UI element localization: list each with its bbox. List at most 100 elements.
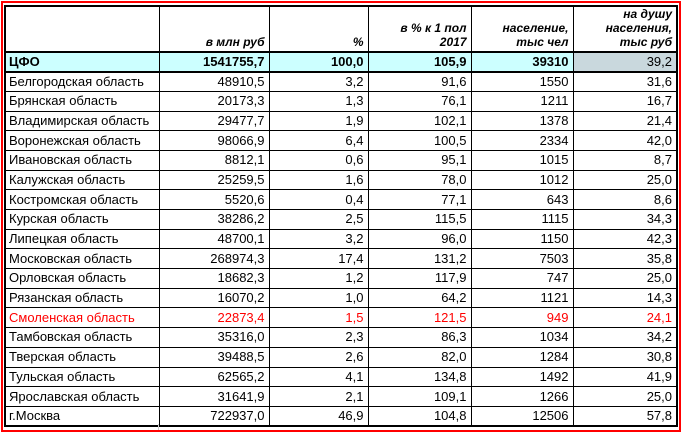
- value-cell[interactable]: 18682,3: [158, 268, 270, 289]
- value-cell[interactable]: 3,2: [268, 71, 369, 92]
- value-cell[interactable]: 91,6: [367, 71, 472, 92]
- region-name-cell[interactable]: Липецкая область: [4, 228, 160, 250]
- value-cell[interactable]: 46,9: [268, 405, 369, 427]
- value-cell[interactable]: 2334: [470, 130, 574, 151]
- value-cell[interactable]: 2,3: [268, 327, 369, 348]
- value-cell[interactable]: 1541755,7: [158, 51, 270, 73]
- value-cell[interactable]: 4,1: [268, 366, 369, 388]
- value-cell[interactable]: 24,1: [572, 307, 678, 329]
- value-cell[interactable]: 42,0: [572, 130, 678, 151]
- region-name-cell[interactable]: Смоленская область: [4, 307, 160, 329]
- value-cell[interactable]: 1492: [470, 366, 574, 388]
- value-cell[interactable]: 1121: [470, 287, 574, 309]
- region-name-cell[interactable]: Московская область: [4, 248, 160, 270]
- value-cell[interactable]: 2,1: [268, 386, 369, 407]
- value-cell[interactable]: 39488,5: [158, 346, 270, 368]
- value-cell[interactable]: 1034: [470, 327, 574, 348]
- value-cell[interactable]: 8812,1: [158, 149, 270, 171]
- value-cell[interactable]: 722937,0: [158, 405, 270, 427]
- value-cell[interactable]: 16,7: [572, 90, 678, 112]
- region-name-cell[interactable]: Тверская область: [4, 346, 160, 368]
- value-cell[interactable]: 48910,5: [158, 71, 270, 92]
- value-cell[interactable]: 1,9: [268, 110, 369, 132]
- value-cell[interactable]: 104,8: [367, 405, 472, 427]
- region-name-cell[interactable]: г.Москва: [4, 405, 160, 427]
- value-cell[interactable]: 77,1: [367, 189, 472, 210]
- value-cell[interactable]: 17,4: [268, 248, 369, 270]
- value-cell[interactable]: 1266: [470, 386, 574, 407]
- value-cell[interactable]: 1012: [470, 169, 574, 191]
- value-cell[interactable]: 643: [470, 189, 574, 210]
- value-cell[interactable]: 747: [470, 268, 574, 289]
- header-per-capita-cell[interactable]: на душу населения, тыс руб: [572, 5, 678, 53]
- value-cell[interactable]: 1015: [470, 149, 574, 171]
- region-name-cell[interactable]: Брянская область: [4, 90, 160, 112]
- header-mln-rub-cell[interactable]: в млн руб: [158, 5, 270, 53]
- value-cell[interactable]: 1,3: [268, 90, 369, 112]
- value-cell[interactable]: 82,0: [367, 346, 472, 368]
- value-cell[interactable]: 1,6: [268, 169, 369, 191]
- region-name-cell[interactable]: Воронежская область: [4, 130, 160, 151]
- value-cell[interactable]: 3,2: [268, 228, 369, 250]
- value-cell[interactable]: 1150: [470, 228, 574, 250]
- value-cell[interactable]: 57,8: [572, 405, 678, 427]
- value-cell[interactable]: 41,9: [572, 366, 678, 388]
- value-cell[interactable]: 134,8: [367, 366, 472, 388]
- value-cell[interactable]: 1115: [470, 209, 574, 230]
- value-cell[interactable]: 39310: [470, 51, 574, 73]
- value-cell[interactable]: 14,3: [572, 287, 678, 309]
- value-cell[interactable]: 105,9: [367, 51, 472, 73]
- value-cell[interactable]: 29477,7: [158, 110, 270, 132]
- value-cell[interactable]: 100,5: [367, 130, 472, 151]
- value-cell[interactable]: 78,0: [367, 169, 472, 191]
- value-cell[interactable]: 949: [470, 307, 574, 329]
- value-cell[interactable]: 1284: [470, 346, 574, 368]
- value-cell[interactable]: 42,3: [572, 228, 678, 250]
- value-cell[interactable]: 12506: [470, 405, 574, 427]
- value-cell[interactable]: 0,6: [268, 149, 369, 171]
- value-cell[interactable]: 48700,1: [158, 228, 270, 250]
- value-cell[interactable]: 39,2: [572, 51, 678, 73]
- header-vs-1h2017-cell[interactable]: в % к 1 пол 2017: [367, 5, 472, 53]
- region-name-cell[interactable]: Рязанская область: [4, 287, 160, 309]
- value-cell[interactable]: 76,1: [367, 90, 472, 112]
- value-cell[interactable]: 64,2: [367, 287, 472, 309]
- value-cell[interactable]: 86,3: [367, 327, 472, 348]
- value-cell[interactable]: 38286,2: [158, 209, 270, 230]
- value-cell[interactable]: 34,2: [572, 327, 678, 348]
- value-cell[interactable]: 22873,4: [158, 307, 270, 329]
- value-cell[interactable]: 2,5: [268, 209, 369, 230]
- value-cell[interactable]: 8,7: [572, 149, 678, 171]
- value-cell[interactable]: 95,1: [367, 149, 472, 171]
- value-cell[interactable]: 1,5: [268, 307, 369, 329]
- header-percent-cell[interactable]: %: [268, 5, 369, 53]
- value-cell[interactable]: 35,8: [572, 248, 678, 270]
- value-cell[interactable]: 6,4: [268, 130, 369, 151]
- value-cell[interactable]: 7503: [470, 248, 574, 270]
- value-cell[interactable]: 25259,5: [158, 169, 270, 191]
- region-name-cell[interactable]: Курская область: [4, 209, 160, 230]
- value-cell[interactable]: 8,6: [572, 189, 678, 210]
- value-cell[interactable]: 30,8: [572, 346, 678, 368]
- region-name-cell[interactable]: Владимирская область: [4, 110, 160, 132]
- region-name-cell[interactable]: Костромская область: [4, 189, 160, 210]
- region-name-cell[interactable]: Ивановская область: [4, 149, 160, 171]
- value-cell[interactable]: 35316,0: [158, 327, 270, 348]
- value-cell[interactable]: 34,3: [572, 209, 678, 230]
- value-cell[interactable]: 109,1: [367, 386, 472, 407]
- region-name-cell[interactable]: Калужская область: [4, 169, 160, 191]
- value-cell[interactable]: 117,9: [367, 268, 472, 289]
- value-cell[interactable]: 115,5: [367, 209, 472, 230]
- region-name-cell[interactable]: Тамбовская область: [4, 327, 160, 348]
- value-cell[interactable]: 25,0: [572, 386, 678, 407]
- region-name-cell[interactable]: Ярославская область: [4, 386, 160, 407]
- value-cell[interactable]: 25,0: [572, 268, 678, 289]
- value-cell[interactable]: 31,6: [572, 71, 678, 92]
- value-cell[interactable]: 25,0: [572, 169, 678, 191]
- value-cell[interactable]: 131,2: [367, 248, 472, 270]
- region-name-cell[interactable]: Белгородская область: [4, 71, 160, 92]
- value-cell[interactable]: 268974,3: [158, 248, 270, 270]
- value-cell[interactable]: 31641,9: [158, 386, 270, 407]
- value-cell[interactable]: 5520,6: [158, 189, 270, 210]
- header-region-cell[interactable]: [4, 5, 160, 53]
